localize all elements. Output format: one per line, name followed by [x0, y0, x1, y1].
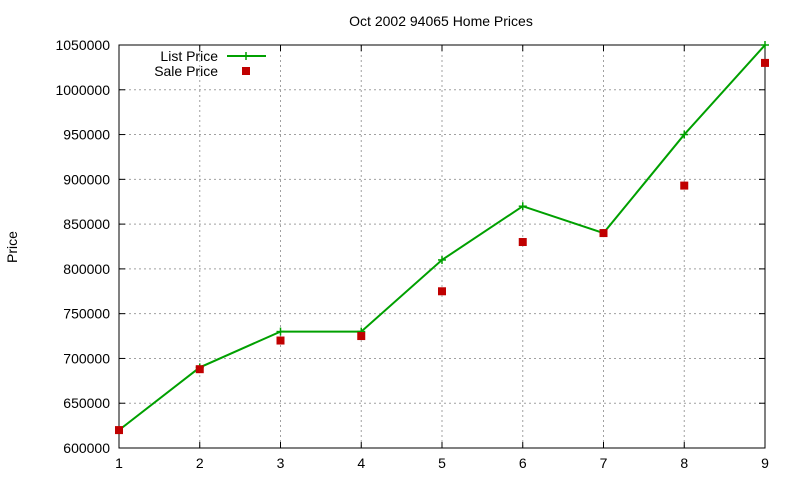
y-axis-label: Price	[4, 231, 20, 263]
x-tick-label: 9	[761, 455, 769, 471]
legend-label: Sale Price	[154, 63, 218, 79]
y-tick-label: 950000	[63, 127, 110, 143]
square-marker	[680, 181, 689, 190]
x-tick-label: 1	[115, 455, 123, 471]
y-tick-label: 1050000	[55, 37, 110, 53]
plus-marker	[242, 52, 250, 60]
x-tick-label: 3	[277, 455, 285, 471]
plus-marker	[276, 327, 285, 336]
square-marker	[599, 229, 608, 238]
series-line	[118, 44, 766, 431]
square-marker	[276, 336, 285, 345]
square-marker	[761, 58, 769, 67]
x-tick-label: 8	[680, 455, 688, 471]
square-marker	[518, 238, 527, 247]
y-tick-label: 800000	[63, 261, 110, 277]
legend-entry: List Price	[160, 48, 266, 64]
legend-entry: Sale Price	[154, 63, 250, 79]
y-tick-label: 850000	[63, 216, 110, 232]
y-tick-label: 900000	[63, 171, 110, 187]
y-tick-label: 600000	[63, 440, 110, 456]
square-marker	[357, 332, 366, 341]
x-tick-label: 6	[519, 455, 527, 471]
y-tick-label: 650000	[63, 395, 110, 411]
legend-label: List Price	[160, 48, 218, 64]
series-layer	[115, 41, 769, 435]
axis-ticks: 600000 650000 700000 750000 800000 850000 9000…	[55, 37, 769, 471]
x-tick-label: 2	[196, 455, 204, 471]
plus-marker	[761, 41, 769, 49]
square-marker	[438, 287, 446, 296]
square-marker	[195, 365, 204, 374]
legend-square	[242, 67, 250, 75]
series-sale-price	[115, 58, 769, 435]
y-tick-label: 1000000	[55, 82, 110, 98]
x-tick-label: 4	[357, 455, 365, 471]
plus-marker	[438, 255, 446, 264]
y-tick-label: 750000	[63, 306, 110, 322]
x-tick-label: 5	[438, 455, 446, 471]
grid-lines	[119, 45, 765, 448]
square-marker	[115, 426, 123, 435]
x-tick-label: 7	[600, 455, 608, 471]
plus-marker	[680, 130, 689, 139]
plot-frame	[118, 44, 766, 449]
y-tick-label: 700000	[63, 350, 110, 366]
chart-title: Oct 2002 94065 Home Prices	[349, 13, 533, 29]
plus-marker	[518, 202, 527, 211]
